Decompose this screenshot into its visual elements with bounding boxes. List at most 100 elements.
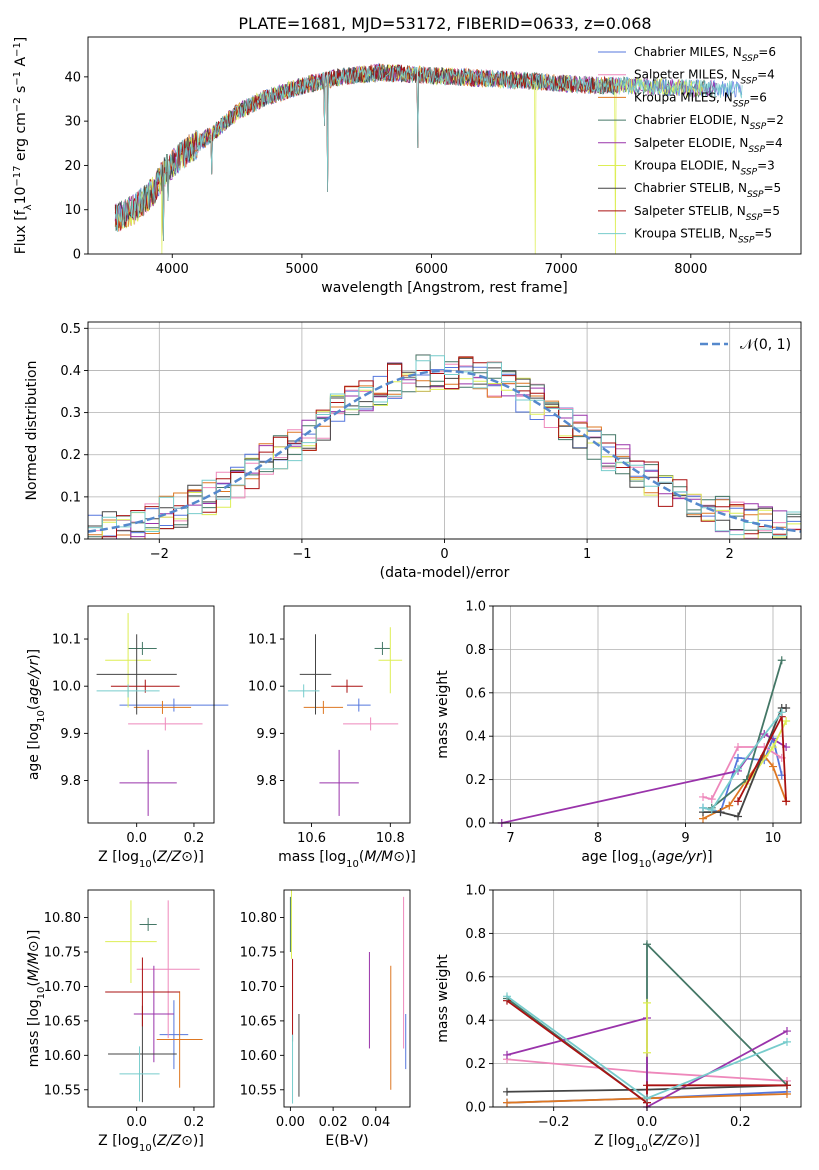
normal-curve <box>87 369 802 533</box>
mass_vs_ebv-xtick-label: 0.04 <box>361 1115 390 1130</box>
weight_vs_age-point-marker <box>734 743 742 752</box>
spectrum-xtick-label: 6000 <box>415 262 448 277</box>
weight_vs_age-ytick-label: 0.8 <box>465 643 486 658</box>
weight_vs_age-point-marker <box>707 805 716 814</box>
spectrum-ylabel: Flux [fλ10−17 erg cm−2 s−1 A−1] <box>12 37 34 255</box>
weight_vs_Z-point-marker <box>503 1050 511 1059</box>
age_vs_mass-ytick-label: 10.1 <box>248 633 277 648</box>
weight_vs_Z-point-marker <box>643 1048 651 1057</box>
age_vs_mass-ytick-label: 10.0 <box>248 680 277 695</box>
weight_vs_age-series-line <box>702 711 783 812</box>
mass_vs_Z-frame <box>87 889 215 1108</box>
age_vs_Z-ytick-label: 9.8 <box>60 774 81 789</box>
age_vs_mass-xtick-label: 10.6 <box>297 831 326 846</box>
weight_vs_age-point-marker <box>782 797 791 806</box>
weight_vs_Z-point-marker <box>643 998 651 1007</box>
residuals-xtick-label: 1 <box>583 547 591 562</box>
age_vs_mass-xlabel: mass [log10(M/M⊙)] <box>278 849 416 870</box>
weight_vs_age-point-marker <box>716 808 725 817</box>
residuals-ytick-label: 0.2 <box>60 448 81 463</box>
weight_vs_age-point-marker <box>782 717 791 726</box>
spectrum-series-line <box>114 65 743 241</box>
weight_vs_Z-point-marker <box>783 1081 791 1090</box>
mass_vs_Z-ytick-label: 10.80 <box>44 911 81 926</box>
weight_vs_Z-ytick-label: 0.2 <box>465 1057 486 1072</box>
spectrum-xtick-label: 8000 <box>674 262 707 277</box>
legend-entry: Salpeter ELODIE, NSSP=4 <box>634 136 783 155</box>
legend-entry: Salpeter STELIB, NSSP=5 <box>634 204 780 223</box>
mass_vs_Z-xtick-label: 0.0 <box>126 1115 147 1130</box>
age_vs_Z-frame <box>87 605 215 824</box>
mass_vs_Z-ytick-label: 10.60 <box>44 1049 81 1064</box>
residuals-ytick-label: 0.0 <box>60 533 81 548</box>
legend-entry: Salpeter MILES, NSSP=4 <box>634 68 775 87</box>
residuals-ytick-label: 0.5 <box>60 322 81 337</box>
age_vs_Z-ylabel: age [log10(age/yr)] <box>26 649 47 780</box>
mass_vs_ebv-ytick-label: 10.80 <box>240 911 277 926</box>
weight_vs_Z-ylabel: mass weight <box>435 954 451 1043</box>
mass_vs_ebv-ytick-label: 10.60 <box>240 1049 277 1064</box>
weight_vs_age-point-marker <box>734 797 742 806</box>
weight_vs_age-ytick-label: 0.4 <box>465 730 486 745</box>
age_vs_mass-ytick-label: 9.8 <box>256 774 277 789</box>
weight_vs_age-point-marker <box>699 803 707 812</box>
legend-entry: Chabrier ELODIE, NSSP=2 <box>634 113 784 132</box>
weight_vs_age-point-marker <box>734 753 742 762</box>
residuals-xtick-label: −1 <box>292 547 311 562</box>
residuals-xlabel: (data-model)/error <box>380 565 510 581</box>
mass_vs_Z-xtick-label: 0.2 <box>184 1115 205 1130</box>
weight_vs_Z-point-marker <box>503 992 511 1001</box>
mass_vs_Z-ytick-label: 10.65 <box>44 1014 81 1029</box>
mass_vs_ebv-ytick-label: 10.65 <box>240 1014 277 1029</box>
age_vs_Z-ytick-label: 9.9 <box>60 727 81 742</box>
spectrum-ytick-label: 0 <box>73 248 81 263</box>
weight_vs_Z-point-marker <box>643 940 651 949</box>
weight_vs_age-xlabel: age [log10(age/yr)] <box>581 849 712 870</box>
weight_vs_age-ytick-label: 0.2 <box>465 773 486 788</box>
weight_vs_age-xtick-label: 7 <box>506 831 514 846</box>
legend-entry: Kroupa ELODIE, NSSP=3 <box>634 159 775 178</box>
mass_vs_Z-ytick-label: 10.55 <box>44 1083 81 1098</box>
mass_vs_ebv-xlabel: E(B-V) <box>325 1133 368 1149</box>
legend-entry: 𝒩(0, 1) <box>740 337 791 353</box>
weight_vs_age-ytick-label: 0.0 <box>465 817 486 832</box>
weight_vs_age-frame <box>492 605 802 824</box>
weight_vs_age-ylabel: mass weight <box>435 670 451 759</box>
weight_vs_age-point-marker <box>782 703 791 712</box>
spectrum-xtick-label: 4000 <box>156 262 189 277</box>
weight_vs_age-point-marker <box>769 743 777 752</box>
spectrum-xtick-label: 7000 <box>545 262 578 277</box>
spectrum-xtick-label: 5000 <box>285 262 318 277</box>
age_vs_mass-ytick-label: 9.9 <box>256 727 277 742</box>
residuals-xtick-label: −2 <box>150 547 169 562</box>
weight_vs_Z-xlabel: Z [log10(Z/Z⊙)] <box>594 1133 700 1154</box>
mass_vs_ebv-ytick-label: 10.55 <box>240 1083 277 1098</box>
weight_vs_Z-point-marker <box>643 1094 651 1103</box>
data-layer <box>87 62 802 1111</box>
mass_vs_ebv-ytick-label: 10.70 <box>240 980 277 995</box>
weight_vs_age-point-marker <box>777 656 786 665</box>
weight_vs_Z-point-marker <box>783 1027 791 1036</box>
mass_vs_ebv-frame <box>283 889 411 1108</box>
weight_vs_age-point-marker <box>734 764 742 773</box>
axes-layer: 4000 5000 6000 7000 8000010203040wavelength … <box>12 36 802 1154</box>
weight_vs_age-point-marker <box>699 792 707 801</box>
weight_vs_Z-ytick-label: 0.4 <box>465 1014 486 1029</box>
weight_vs_Z-ytick-label: 0.6 <box>465 970 486 985</box>
age_vs_mass-xtick-label: 10.8 <box>376 831 405 846</box>
legend-entry: Kroupa STELIB, NSSP=5 <box>634 227 772 246</box>
weight_vs_age-point-marker <box>734 812 742 821</box>
age_vs_Z-xtick-label: 0.2 <box>184 831 205 846</box>
residuals-ytick-label: 0.1 <box>60 490 81 505</box>
mass_vs_ebv-xtick-label: 0.02 <box>319 1115 348 1130</box>
spectrum-xlabel: wavelength [Angstrom, rest frame] <box>321 280 567 296</box>
weight_vs_age-point-marker <box>725 801 734 810</box>
mass_vs_ebv-xtick-label: 0.00 <box>276 1115 305 1130</box>
spectrum-title: PLATE=1681, MJD=53172, FIBERID=0633, z=0… <box>238 14 651 33</box>
age_vs_Z-ytick-label: 10.0 <box>52 680 81 695</box>
spectrum-ytick-label: 30 <box>64 115 81 130</box>
spectrum-frame <box>87 36 802 255</box>
residuals-ytick-label: 0.4 <box>60 364 81 379</box>
residuals-ylabel: Normed distribution <box>24 361 40 501</box>
